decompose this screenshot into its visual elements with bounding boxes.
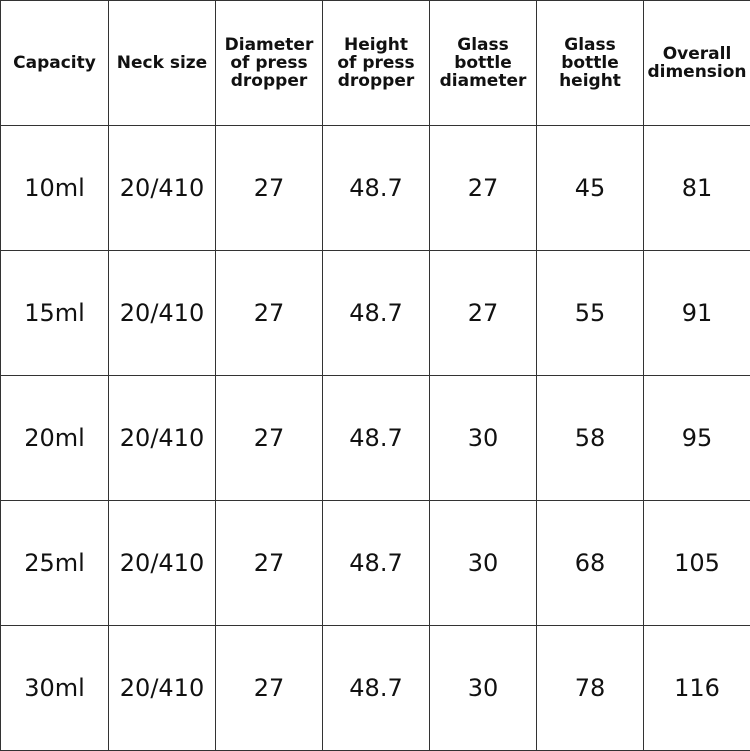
header-dropper-height: Height of press dropper xyxy=(323,1,430,126)
cell-bottle-height: 68 xyxy=(537,501,644,626)
cell-neck-size: 20/410 xyxy=(109,126,216,251)
cell-dropper-height: 48.7 xyxy=(323,501,430,626)
table-row: 25ml 20/410 27 48.7 30 68 105 xyxy=(1,501,750,626)
table-row: 20ml 20/410 27 48.7 30 58 95 xyxy=(1,376,750,501)
header-neck-size: Neck size xyxy=(109,1,216,126)
cell-neck-size: 20/410 xyxy=(109,376,216,501)
cell-capacity: 10ml xyxy=(1,126,109,251)
cell-overall-dimension: 81 xyxy=(644,126,750,251)
cell-dropper-height: 48.7 xyxy=(323,626,430,751)
cell-overall-dimension: 95 xyxy=(644,376,750,501)
cell-bottle-height: 45 xyxy=(537,126,644,251)
cell-capacity: 15ml xyxy=(1,251,109,376)
header-bottle-diameter: Glass bottle diameter xyxy=(430,1,537,126)
cell-capacity: 30ml xyxy=(1,626,109,751)
cell-neck-size: 20/410 xyxy=(109,626,216,751)
cell-neck-size: 20/410 xyxy=(109,501,216,626)
cell-dropper-height: 48.7 xyxy=(323,376,430,501)
header-bottle-height: Glass bottle height xyxy=(537,1,644,126)
table-row: 10ml 20/410 27 48.7 27 45 81 xyxy=(1,126,750,251)
table-header-row: Capacity Neck size Diameter of press dro… xyxy=(1,1,750,126)
cell-capacity: 20ml xyxy=(1,376,109,501)
cell-overall-dimension: 116 xyxy=(644,626,750,751)
cell-dropper-height: 48.7 xyxy=(323,251,430,376)
cell-bottle-height: 78 xyxy=(537,626,644,751)
cell-neck-size: 20/410 xyxy=(109,251,216,376)
cell-bottle-diameter: 30 xyxy=(430,626,537,751)
cell-bottle-height: 58 xyxy=(537,376,644,501)
cell-dropper-height: 48.7 xyxy=(323,126,430,251)
table-row: 30ml 20/410 27 48.7 30 78 116 xyxy=(1,626,750,751)
header-dropper-diameter: Diameter of press dropper xyxy=(216,1,323,126)
cell-bottle-diameter: 27 xyxy=(430,251,537,376)
cell-dropper-diameter: 27 xyxy=(216,251,323,376)
cell-dropper-diameter: 27 xyxy=(216,501,323,626)
header-capacity: Capacity xyxy=(1,1,109,126)
cell-capacity: 25ml xyxy=(1,501,109,626)
cell-bottle-diameter: 30 xyxy=(430,376,537,501)
cell-overall-dimension: 91 xyxy=(644,251,750,376)
cell-bottle-height: 55 xyxy=(537,251,644,376)
cell-dropper-diameter: 27 xyxy=(216,376,323,501)
header-overall-dimension: Overall dimension xyxy=(644,1,750,126)
cell-bottle-diameter: 30 xyxy=(430,501,537,626)
table-row: 15ml 20/410 27 48.7 27 55 91 xyxy=(1,251,750,376)
cell-dropper-diameter: 27 xyxy=(216,626,323,751)
cell-overall-dimension: 105 xyxy=(644,501,750,626)
cell-dropper-diameter: 27 xyxy=(216,126,323,251)
cell-bottle-diameter: 27 xyxy=(430,126,537,251)
